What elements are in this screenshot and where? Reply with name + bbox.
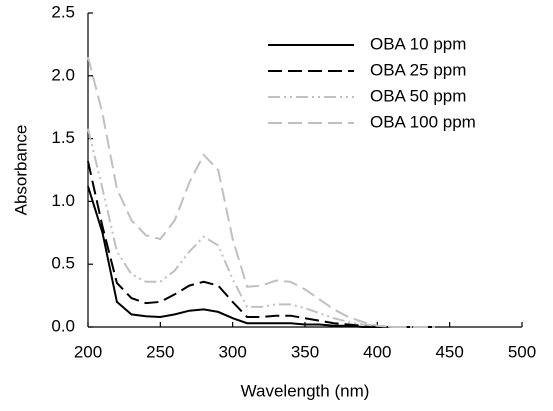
y-tick-label: 2.5 xyxy=(51,2,75,21)
y-tick-label: 2.0 xyxy=(51,65,75,84)
y-tick-label: 0.0 xyxy=(51,316,75,335)
series-line xyxy=(87,56,436,328)
y-tick-label: 1.0 xyxy=(51,191,75,210)
x-tick-label: 500 xyxy=(508,342,536,361)
x-tick-label: 400 xyxy=(363,342,391,361)
y-tick-label: 0.5 xyxy=(51,254,75,273)
x-tick-label: 450 xyxy=(435,342,463,361)
x-axis-label: Wavelength (nm) xyxy=(241,381,370,400)
legend-label: OBA 50 ppm xyxy=(370,86,466,105)
series-line xyxy=(87,160,436,328)
x-tick-label: 200 xyxy=(74,342,102,361)
legend-label: OBA 25 ppm xyxy=(370,60,466,79)
x-tick-label: 350 xyxy=(291,342,319,361)
x-tick-label: 300 xyxy=(218,342,246,361)
x-tick-label: 250 xyxy=(146,342,174,361)
y-axis-label: Absorbance xyxy=(11,125,30,216)
y-tick-label: 1.5 xyxy=(51,128,75,147)
legend-label: OBA 100 ppm xyxy=(370,112,476,131)
legend-label: OBA 10 ppm xyxy=(370,34,466,53)
